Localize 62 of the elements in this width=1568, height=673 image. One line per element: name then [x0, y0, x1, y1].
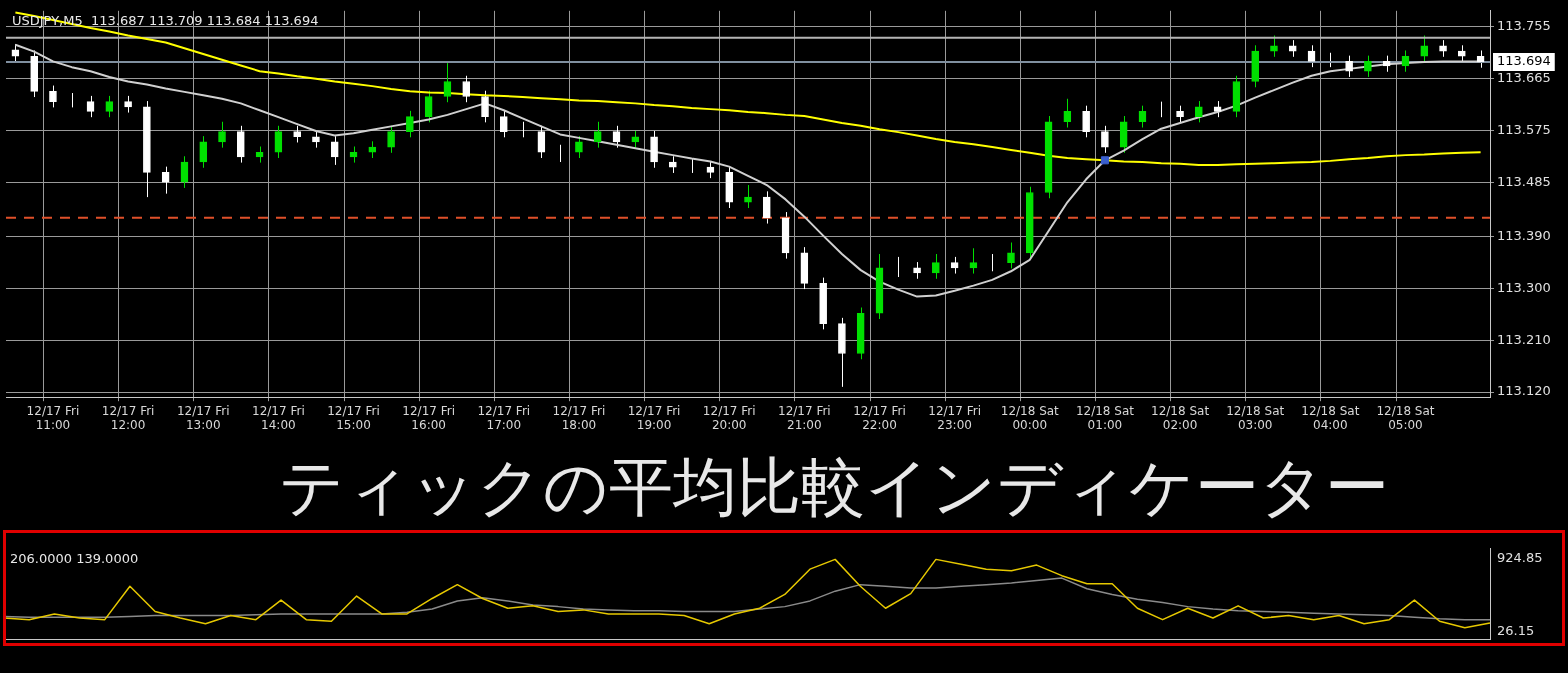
- candlestick: [1101, 125, 1109, 154]
- y-tick-label: 113.665: [1497, 70, 1551, 86]
- candlestick: [499, 110, 508, 138]
- x-tick-label: 12/17 Fri 16:00: [402, 403, 456, 432]
- candlestick: [49, 85, 57, 108]
- candlestick: [424, 90, 433, 123]
- x-tick-label: 12/17 Fri 13:00: [176, 403, 230, 432]
- y-tick-label: 113.300: [1497, 279, 1551, 295]
- x-tick-label: 12/17 Fri 21:00: [778, 403, 831, 432]
- x-tick-label: 12/18 Sat 02:00: [1151, 403, 1210, 432]
- candlestick: [575, 135, 583, 159]
- text: ティックの平均比較インディケーター: [278, 449, 1390, 526]
- y-tick-label: 113.575: [1497, 121, 1551, 137]
- candlestick: [1420, 35, 1429, 63]
- y-tick-label: 113.210: [1497, 331, 1551, 347]
- candlestick: [406, 110, 414, 138]
- candlestick: [593, 121, 602, 149]
- candlestick: [330, 135, 339, 166]
- x-tick-label: 12/17 Fri 18:00: [552, 403, 606, 432]
- y-tick-label: 113.390: [1497, 228, 1551, 244]
- chart-title: 206.0000 139.0000: [10, 550, 139, 566]
- candlestick: [387, 125, 395, 154]
- candlestick: [199, 135, 208, 169]
- y-tick-label: 924.85: [1497, 549, 1543, 565]
- ref-line-label: 113.694: [1497, 53, 1551, 69]
- y-tick-label: 113.120: [1497, 383, 1551, 399]
- x-tick-label: 12/18 Sat 01:00: [1075, 403, 1135, 432]
- candlestick: [443, 62, 452, 103]
- x-tick-label: 12/17 Fri 22:00: [853, 403, 906, 432]
- candlestick: [537, 125, 546, 159]
- candlestick: [218, 121, 226, 149]
- y-tick-label: 113.485: [1497, 173, 1551, 189]
- candlestick: [1364, 55, 1372, 78]
- candlestick: [1119, 115, 1128, 154]
- x-tick-label: 12/18 Sat 04:00: [1301, 403, 1360, 432]
- candlestick: [274, 125, 283, 159]
- candlestick: [161, 166, 170, 195]
- x-tick-label: 12/17 Fri 15:00: [327, 403, 380, 432]
- candlestick: [1007, 242, 1015, 269]
- candlestick: [969, 247, 978, 275]
- x-tick-label: 12/17 Fri 23:00: [928, 403, 981, 432]
- candlestick: [1345, 55, 1353, 78]
- y-tick-label: 113.755: [1497, 18, 1551, 34]
- x-tick-label: 12/17 Fri 11:00: [26, 403, 80, 432]
- candlestick: [236, 125, 245, 164]
- candlestick: [744, 184, 752, 209]
- x-tick-label: 12/17 Fri 19:00: [627, 403, 681, 432]
- x-tick-label: 12/17 Fri 20:00: [702, 403, 756, 432]
- candlestick: [462, 75, 471, 103]
- candlestick: [650, 130, 658, 169]
- candlestick: [481, 90, 489, 123]
- x-tick-label: 12/17 Fri 12:00: [101, 403, 155, 432]
- x-tick-label: 12/17 Fri 17:00: [477, 403, 531, 432]
- x-tick-label: 12/18 Sat 00:00: [1000, 403, 1060, 432]
- x-tick-label: 12/18 Sat 03:00: [1226, 403, 1285, 432]
- candlestick: [762, 190, 771, 225]
- x-tick-label: 12/17 Fri 14:00: [252, 403, 305, 432]
- candlestick: [1082, 105, 1090, 138]
- candlestick: [932, 253, 940, 280]
- y-tick-label: 26.15: [1497, 622, 1535, 638]
- candlestick: [86, 95, 95, 118]
- x-tick-label: 12/18 Sat 05:00: [1376, 403, 1435, 432]
